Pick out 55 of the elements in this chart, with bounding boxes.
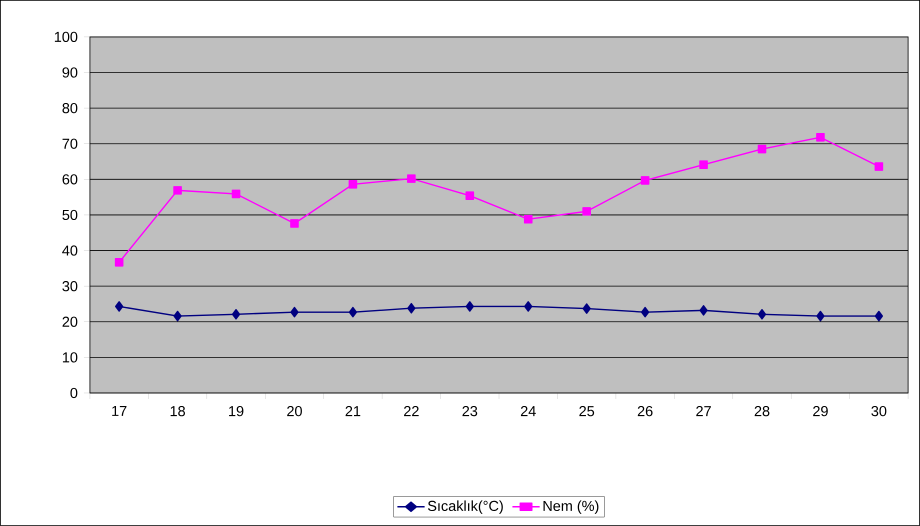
point — [758, 144, 766, 154]
y-tick-label: 10 — [62, 352, 78, 363]
x-tick-label: 26 — [638, 406, 653, 416]
y-tick-label: 50 — [62, 210, 78, 220]
point — [290, 219, 299, 228]
point — [465, 191, 474, 200]
point — [582, 207, 591, 216]
x-tick-label: 23 — [462, 406, 478, 416]
y-tick-label: 0 — [70, 388, 78, 398]
y-tick-label: 80 — [62, 103, 78, 114]
point — [232, 190, 240, 198]
x-tick-label: 27 — [696, 406, 711, 416]
x-tick-label: 19 — [229, 406, 244, 416]
point — [874, 162, 884, 171]
point — [640, 176, 650, 185]
point — [582, 303, 591, 314]
point — [114, 258, 124, 267]
point — [407, 174, 416, 183]
point — [699, 305, 708, 316]
point — [699, 160, 708, 170]
point — [758, 309, 766, 320]
x-tick-label: 22 — [404, 406, 419, 416]
y-tick-label: 70 — [62, 138, 78, 149]
y-tick-label: 30 — [62, 281, 78, 292]
y-tick-label: 90 — [62, 67, 78, 78]
x-tick-label: 21 — [346, 406, 360, 416]
point — [640, 306, 650, 318]
point — [173, 310, 182, 322]
x-tick-label: 25 — [579, 406, 594, 416]
y-tick-label: 60 — [62, 174, 78, 184]
point — [173, 186, 182, 195]
point — [348, 306, 358, 318]
point — [874, 310, 884, 322]
point — [407, 302, 416, 314]
x-tick-label: 20 — [287, 406, 302, 416]
point — [290, 306, 299, 318]
y-tick-label: 40 — [62, 245, 78, 256]
x-tick-label: 18 — [170, 406, 185, 416]
point — [816, 133, 825, 142]
x-tick-label: 24 — [520, 406, 536, 416]
point — [114, 301, 124, 312]
x-tick-label: 29 — [813, 406, 828, 416]
y-tick-label: 20 — [62, 316, 78, 327]
x-tick-label: 30 — [871, 406, 886, 416]
y-tick-label: 100 — [54, 32, 78, 42]
point — [348, 180, 358, 189]
point — [232, 309, 240, 320]
point — [524, 301, 532, 312]
point — [466, 301, 474, 312]
point — [816, 310, 825, 322]
x-tick-label: 28 — [754, 406, 770, 416]
legend-label: Nem (%) — [544, 500, 598, 514]
x-tick-label: 17 — [112, 406, 126, 416]
point — [524, 214, 533, 224]
legend-label: Sıcaklık(°C) — [428, 500, 503, 514]
